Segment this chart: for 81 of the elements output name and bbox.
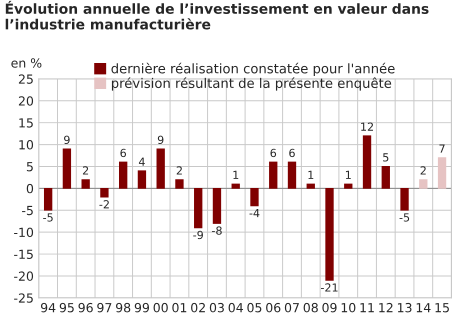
chart-title: Évolution annuelle de l’investissement en valeur dans l’industrie manufacturière	[6, 0, 429, 30]
y-tick-label: -15	[14, 250, 33, 259]
bar	[156, 148, 165, 189]
data-label: 12	[361, 122, 373, 131]
data-label: 6	[120, 148, 126, 158]
data-label: 9	[158, 136, 164, 144]
y-tick-label: 20	[18, 96, 34, 106]
data-label: 2	[176, 166, 182, 175]
data-label: 7	[439, 144, 445, 153]
bar	[288, 162, 296, 189]
bar	[212, 188, 222, 224]
bar	[362, 135, 372, 189]
bar	[194, 188, 202, 228]
y-tick-label: 0	[26, 184, 34, 194]
bar	[382, 166, 390, 189]
data-label: -21	[320, 283, 338, 292]
x-tick-label: 04	[228, 302, 243, 312]
data-label: -2	[99, 200, 109, 208]
bar	[250, 188, 259, 206]
y-tick-label: -5	[22, 206, 33, 216]
x-tick-label: 02	[191, 302, 205, 312]
data-label: 2	[420, 166, 426, 175]
x-tick-label: 10	[342, 302, 356, 312]
x-tick-label: 00	[154, 302, 168, 312]
data-label: 9	[64, 136, 70, 144]
data-label: 1	[233, 170, 238, 179]
data-label: 1	[346, 170, 351, 179]
x-tick-label: 03	[210, 302, 224, 312]
bar	[269, 162, 278, 189]
x-tick-label: 15	[435, 303, 449, 312]
x-tick-label: 12	[379, 302, 392, 312]
data-label: -5	[400, 213, 410, 222]
data-label: -8	[212, 226, 222, 235]
data-label: 5	[383, 153, 388, 162]
data-label: 1	[308, 170, 314, 179]
bar	[232, 184, 240, 189]
x-tick-label: 98	[116, 302, 130, 312]
data-label: -4	[249, 209, 260, 218]
bar	[44, 188, 52, 211]
x-tick-label: 08	[304, 302, 318, 312]
bar	[438, 157, 446, 189]
x-tick-label: 06	[266, 302, 280, 312]
legend-label: dernière réalisation constatée pour l'année	[111, 62, 395, 76]
bar	[100, 188, 109, 198]
y-tick-label: -10	[14, 228, 34, 238]
data-label: -5	[43, 213, 53, 222]
y-tick-label: -25	[14, 293, 33, 303]
data-label: 6	[289, 148, 295, 158]
bar	[62, 148, 72, 189]
x-tick-label: 14	[416, 303, 431, 312]
y-tick-label: 5	[26, 162, 33, 172]
data-label: 4	[138, 158, 145, 166]
bar	[344, 184, 352, 189]
bar	[119, 162, 128, 189]
data-label: 2	[82, 166, 88, 175]
x-tick-label: 96	[78, 302, 93, 312]
x-tick-label: 01	[172, 302, 186, 312]
x-tick-label: 09	[322, 302, 337, 312]
bar	[325, 188, 334, 281]
data-label: 6	[270, 148, 276, 158]
bar	[81, 179, 90, 189]
y-tick-label: 10	[19, 140, 34, 150]
bar	[419, 179, 428, 189]
bar	[138, 170, 146, 189]
legend-label: prévision résultant de la présente enquête	[112, 77, 392, 91]
data-label: -9	[193, 230, 203, 240]
bar	[306, 184, 315, 189]
x-tick-label: 05	[247, 302, 262, 312]
x-tick-label: 95	[60, 302, 74, 312]
y-axis-title: en %	[11, 58, 42, 68]
x-tick-label: 13	[398, 302, 412, 312]
x-tick-label: 99	[134, 302, 150, 312]
y-tick-label: 25	[18, 74, 33, 84]
bar	[175, 179, 184, 189]
x-tick-label: 97	[97, 302, 112, 312]
x-tick-label: 94	[40, 302, 56, 312]
y-tick-label: 15	[19, 118, 33, 128]
y-tick-label: -20	[14, 271, 34, 281]
x-tick-label: 11	[360, 303, 374, 312]
x-tick-label: 07	[284, 302, 299, 312]
bar	[400, 188, 409, 211]
